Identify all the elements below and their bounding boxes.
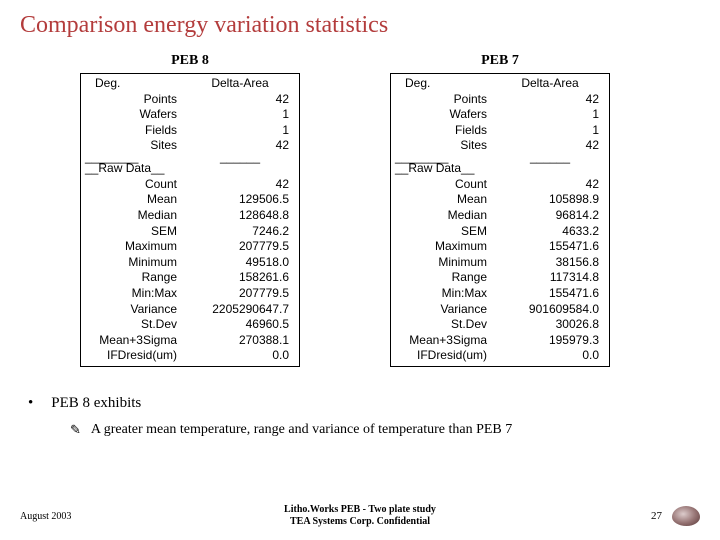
stat-row: Min:Max155471.6 bbox=[395, 286, 605, 302]
bullet-level-1: • PEB 8 exhibits bbox=[28, 395, 700, 412]
divider: ______________ bbox=[85, 154, 295, 161]
stat-row: Points42 bbox=[395, 92, 605, 108]
stat-row: Wafers1 bbox=[395, 107, 605, 123]
stats-table: Deg.Delta-AreaPoints42Wafers1Fields1Site… bbox=[390, 73, 610, 367]
table-title: PEB 8 bbox=[80, 53, 300, 69]
stat-row: Minimum49518.0 bbox=[85, 255, 295, 271]
stat-row: Count42 bbox=[395, 177, 605, 193]
stat-row: Min:Max207779.5 bbox=[85, 286, 295, 302]
stat-row: Median96814.2 bbox=[395, 208, 605, 224]
stat-row: Maximum207779.5 bbox=[85, 239, 295, 255]
tables-container: PEB 8 Deg.Delta-AreaPoints42Wafers1Field… bbox=[80, 53, 700, 367]
stat-row: Range117314.8 bbox=[395, 270, 605, 286]
stat-row: Points42 bbox=[85, 92, 295, 108]
table-peb8: PEB 8 Deg.Delta-AreaPoints42Wafers1Field… bbox=[80, 53, 300, 367]
footer-date: August 2003 bbox=[20, 511, 140, 522]
stat-row: Mean129506.5 bbox=[85, 192, 295, 208]
stat-row: Mean+3Sigma195979.3 bbox=[395, 333, 605, 349]
stat-row: Maximum155471.6 bbox=[395, 239, 605, 255]
stat-row: SEM4633.2 bbox=[395, 224, 605, 240]
stat-row: St.Dev30026.8 bbox=[395, 317, 605, 333]
bullet-text: A greater mean temperature, range and va… bbox=[91, 422, 512, 438]
stat-row: Minimum38156.8 bbox=[395, 255, 605, 271]
stat-row: Variance2205290647.7 bbox=[85, 302, 295, 318]
stat-row: IFDresid(um)0.0 bbox=[395, 348, 605, 364]
stat-row: Fields1 bbox=[395, 123, 605, 139]
divider: ______________ bbox=[395, 154, 605, 161]
pen-icon: ✎ bbox=[70, 422, 81, 438]
stat-row: SEM7246.2 bbox=[85, 224, 295, 240]
slide-footer: August 2003 Litho.Works PEB - Two plate … bbox=[0, 504, 720, 528]
footer-line2: TEA Systems Corp. Confidential bbox=[140, 516, 580, 528]
slide-title: Comparison energy variation statistics bbox=[20, 12, 700, 39]
bullet-text: PEB 8 exhibits bbox=[51, 395, 141, 412]
stat-row: Fields1 bbox=[85, 123, 295, 139]
col-headers: Deg.Delta-Area bbox=[85, 76, 295, 92]
stat-row: Wafers1 bbox=[85, 107, 295, 123]
raw-header: __Raw Data__ bbox=[395, 161, 605, 177]
table-title: PEB 7 bbox=[390, 53, 610, 69]
col-headers: Deg.Delta-Area bbox=[395, 76, 605, 92]
stat-row: Variance901609584.0 bbox=[395, 302, 605, 318]
bullet-level-2: ✎ A greater mean temperature, range and … bbox=[70, 422, 700, 438]
stat-row: Count42 bbox=[85, 177, 295, 193]
stat-row: Mean+3Sigma270388.1 bbox=[85, 333, 295, 349]
footer-center: Litho.Works PEB - Two plate study TEA Sy… bbox=[140, 504, 580, 528]
page-number: 27 bbox=[651, 510, 662, 522]
bullet-dot-icon: • bbox=[28, 395, 33, 412]
table-peb7: PEB 7 Deg.Delta-AreaPoints42Wafers1Field… bbox=[390, 53, 610, 367]
raw-header: __Raw Data__ bbox=[85, 161, 295, 177]
footer-right: 27 bbox=[580, 506, 700, 526]
bullet-list: • PEB 8 exhibits ✎ A greater mean temper… bbox=[20, 395, 700, 438]
stat-row: IFDresid(um)0.0 bbox=[85, 348, 295, 364]
stat-row: Median128648.8 bbox=[85, 208, 295, 224]
stat-row: Mean105898.9 bbox=[395, 192, 605, 208]
footer-line1: Litho.Works PEB - Two plate study bbox=[140, 504, 580, 516]
stats-table: Deg.Delta-AreaPoints42Wafers1Fields1Site… bbox=[80, 73, 300, 367]
stat-row: Range158261.6 bbox=[85, 270, 295, 286]
logo-icon bbox=[672, 506, 700, 526]
stat-row: St.Dev46960.5 bbox=[85, 317, 295, 333]
